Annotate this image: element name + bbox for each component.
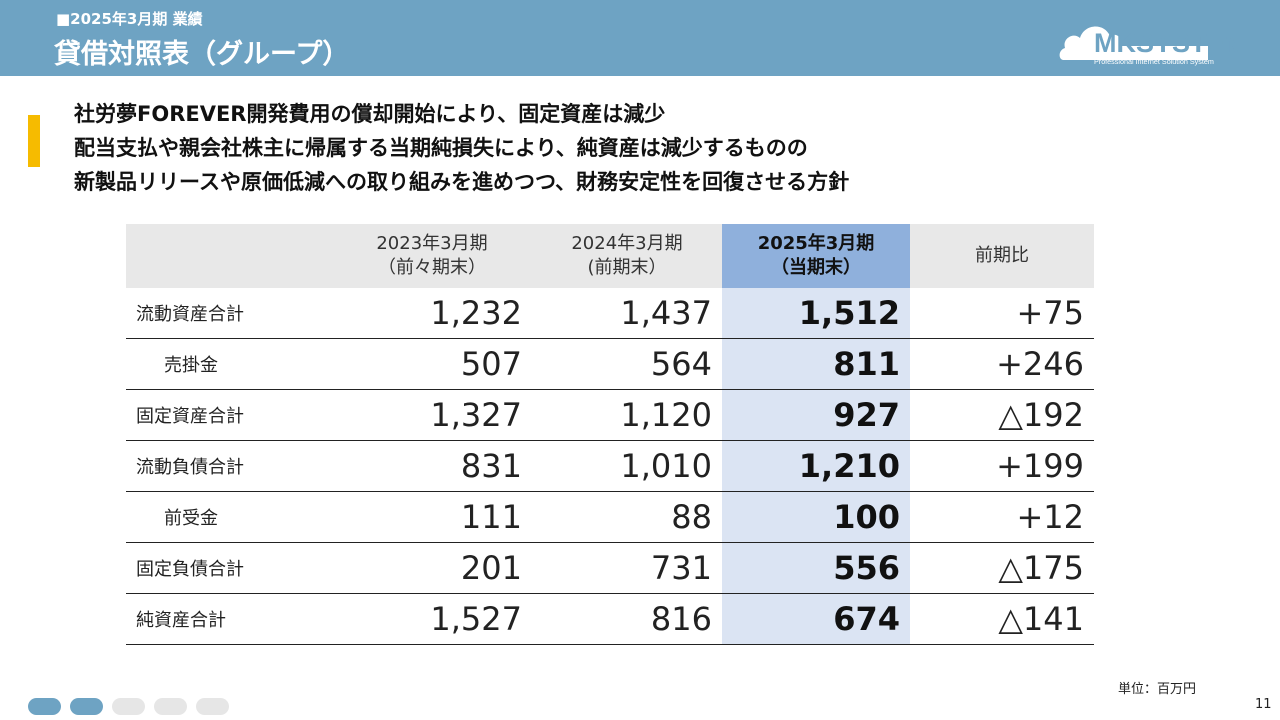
logo-tagline: Professional Internet Solution System (1094, 57, 1214, 66)
value-fy2025: 1,210 (722, 440, 910, 492)
progress-dot-4 (154, 698, 187, 715)
value-fy2024: 816 (532, 593, 722, 645)
page-title: 貸借対照表（グループ） (54, 39, 350, 70)
value-fy2025: 674 (722, 593, 910, 645)
value-fy2023: 831 (332, 440, 532, 492)
row-label: 純資産合計 (126, 593, 332, 645)
value-fy2024: 731 (532, 542, 722, 594)
table-row: 流動負債合計 831 1,010 1,210 +199 (126, 440, 1094, 492)
headline-line-1: 社労夢FOREVER開発費用の償却開始により、固定資産は減少 (74, 102, 666, 126)
balance-sheet-table: 2023年3月期 （前々期末） 2024年3月期 (前期末） 2025年3月期 … (126, 224, 1094, 645)
value-yoy: △141 (910, 593, 1094, 645)
row-label: 固定資産合計 (126, 389, 332, 441)
table-row: 固定負債合計 201 731 556 △175 (126, 542, 1094, 594)
value-fy2025: 556 (722, 542, 910, 594)
column-header-fy2024: 2024年3月期 (前期末） (532, 224, 722, 288)
value-fy2023: 1,327 (332, 389, 532, 441)
value-fy2024: 1,120 (532, 389, 722, 441)
value-yoy: +246 (910, 338, 1094, 390)
table-row: 流動資産合計 1,232 1,437 1,512 +75 (126, 288, 1094, 339)
row-label: 流動資産合計 (126, 288, 332, 339)
value-fy2024: 1,010 (532, 440, 722, 492)
value-fy2024: 1,437 (532, 288, 722, 339)
header-bar: ■2025年3月期 業績 貸借対照表（グループ） MKSYSTEM Profes… (0, 0, 1280, 76)
row-label: 前受金 (126, 491, 332, 543)
table-row: 固定資産合計 1,327 1,120 927 △192 (126, 389, 1094, 441)
row-label: 売掛金 (126, 338, 332, 390)
value-yoy: +12 (910, 491, 1094, 543)
accent-bar (28, 115, 40, 167)
value-fy2023: 1,527 (332, 593, 532, 645)
column-header-yoy: 前期比 (910, 224, 1094, 288)
page-number: 11 (1255, 697, 1272, 712)
value-fy2025: 927 (722, 389, 910, 441)
column-header-fy2024-period: 2024年3月期 (571, 233, 683, 254)
mksystem-logo: MKSYSTEM Professional Internet Solution … (1059, 26, 1238, 66)
column-header-fy2023: 2023年3月期 （前々期末） (332, 224, 532, 288)
table-row: 純資産合計 1,527 816 674 △141 (126, 593, 1094, 645)
value-fy2025: 811 (722, 338, 910, 390)
header-empty-cell (126, 224, 332, 288)
cloud-shape (1059, 26, 1208, 60)
table-row: 売掛金 507 564 811 +246 (126, 338, 1094, 390)
value-fy2024: 564 (532, 338, 722, 390)
unit-note: 単位：百万円 (1118, 682, 1197, 697)
column-header-fy2025: 2025年3月期 （当期末） (722, 224, 910, 288)
section-subtitle: ■2025年3月期 業績 (56, 10, 203, 28)
value-fy2023: 507 (332, 338, 532, 390)
progress-dot-2 (70, 698, 103, 715)
value-fy2025: 1,512 (722, 288, 910, 339)
value-yoy: △192 (910, 389, 1094, 441)
column-header-fy2023-note: （前々期末） (378, 257, 486, 278)
value-fy2023: 201 (332, 542, 532, 594)
value-fy2023: 111 (332, 491, 532, 543)
table-header-row: 2023年3月期 （前々期末） 2024年3月期 (前期末） 2025年3月期 … (126, 224, 1094, 288)
table-row: 前受金 111 88 100 +12 (126, 491, 1094, 543)
progress-dot-3 (112, 698, 145, 715)
value-fy2023: 1,232 (332, 288, 532, 339)
headline-line-3: 新製品リリースや原価低減への取り組みを進めつつ、財務安定性を回復させる方針 (74, 170, 850, 194)
row-label: 固定負債合計 (126, 542, 332, 594)
logo-wordmark: MKSYSTEM (1094, 28, 1238, 58)
progress-dot-5 (196, 698, 229, 715)
value-fy2024: 88 (532, 491, 722, 543)
column-header-fy2025-period: 2025年3月期 (757, 233, 875, 254)
column-header-fy2025-note: （当期末） (771, 257, 861, 278)
value-yoy: △175 (910, 542, 1094, 594)
value-fy2025: 100 (722, 491, 910, 543)
headline-line-2: 配当支払や親会社株主に帰属する当期純損失により、純資産は減少するものの (74, 136, 808, 160)
row-label: 流動負債合計 (126, 440, 332, 492)
value-yoy: +199 (910, 440, 1094, 492)
value-yoy: +75 (910, 288, 1094, 339)
column-header-fy2023-period: 2023年3月期 (376, 233, 488, 254)
column-header-fy2024-note: (前期末） (587, 257, 667, 278)
progress-dot-1 (28, 698, 61, 715)
column-header-yoy-label: 前期比 (975, 245, 1029, 266)
headline: 社労夢FOREVER開発費用の償却開始により、固定資産は減少 配当支払や親会社株… (74, 97, 849, 199)
